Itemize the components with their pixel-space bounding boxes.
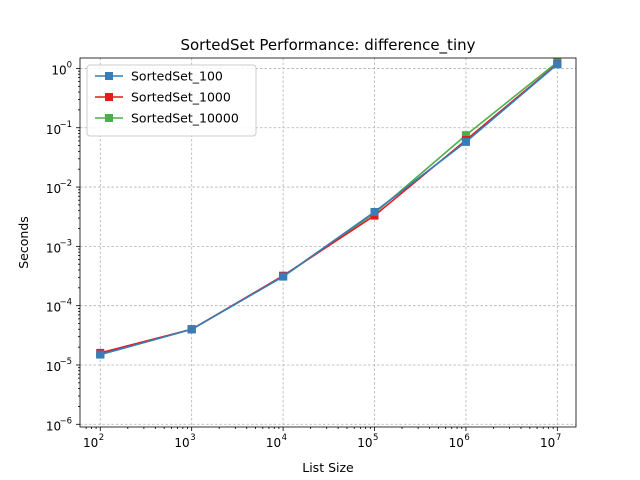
y-axis-label: Seconds <box>16 216 31 269</box>
axes-frame <box>79 57 577 428</box>
x-tick-exponent: 5 <box>373 433 378 443</box>
legend-label: SortedSet_1000 <box>131 90 231 105</box>
legend-item: SortedSet_10000 <box>95 111 239 126</box>
y-tick-base: 10 <box>51 63 66 77</box>
y-tick-base: 10 <box>46 241 61 255</box>
y-tick-exponent: 0 <box>67 60 72 70</box>
y-tick-exponent: −5 <box>59 357 72 367</box>
x-tick-exponent: 7 <box>556 433 561 443</box>
x-tick-base: 10 <box>449 436 464 450</box>
x-tick-base: 10 <box>357 436 372 450</box>
data-point <box>279 272 288 281</box>
x-tick-label: 10 4 <box>266 433 287 450</box>
x-tick-exponent: 2 <box>99 433 104 443</box>
y-tick-label: 10 0 <box>51 60 72 77</box>
y-tick-label: 10−4 <box>46 298 72 315</box>
plot-area <box>96 58 562 359</box>
y-tick-base: 10 <box>46 419 61 433</box>
y-tick-exponent: −4 <box>59 298 72 308</box>
x-tick-label: 10 6 <box>449 433 470 450</box>
legend-marker <box>105 72 113 80</box>
y-tick-exponent: −1 <box>59 120 72 130</box>
y-tick-base: 10 <box>46 360 61 374</box>
y-tick-base: 10 <box>46 301 61 315</box>
data-point <box>461 137 470 146</box>
legend-item: SortedSet_100 <box>95 69 223 84</box>
y-tick-label: 10−3 <box>46 238 72 255</box>
legend-label: SortedSet_10000 <box>131 111 239 126</box>
y-tick-label: 10−5 <box>46 357 72 374</box>
x-tick-label: 10 3 <box>174 433 195 450</box>
data-point <box>370 207 379 216</box>
data-point <box>187 325 196 334</box>
x-tick-label: 10 5 <box>357 433 378 450</box>
y-tick-base: 10 <box>46 123 61 137</box>
x-tick-base: 10 <box>174 436 189 450</box>
y-tick-label: 10−1 <box>46 120 72 137</box>
y-tick-label: 10−6 <box>46 416 72 433</box>
data-point <box>461 131 470 140</box>
axis-ticks: 10 2 10 3 10 4 10 5 10 6 10 710−610−510−410−310−210… <box>46 60 561 450</box>
series-SortedSet_100 <box>96 60 562 359</box>
y-tick-exponent: −3 <box>59 238 72 248</box>
x-tick-label: 10 7 <box>540 433 561 450</box>
y-tick-label: 10−2 <box>46 179 72 196</box>
x-tick-exponent: 4 <box>282 433 287 443</box>
x-tick-label: 10 2 <box>83 433 104 450</box>
y-tick-base: 10 <box>46 182 61 196</box>
y-tick-exponent: −2 <box>59 179 72 189</box>
series-line <box>100 63 558 356</box>
legend-label: SortedSet_100 <box>131 69 223 84</box>
x-tick-base: 10 <box>266 436 281 450</box>
y-tick-exponent: −6 <box>59 416 72 426</box>
data-point <box>96 350 105 359</box>
legend-marker <box>105 114 113 122</box>
legend: SortedSet_100 SortedSet_1000 SortedSet_100… <box>86 64 257 137</box>
chart-title: SortedSet Performance: difference_tiny <box>180 36 475 55</box>
data-point <box>553 60 562 69</box>
legend-marker <box>105 93 113 101</box>
legend-item: SortedSet_1000 <box>95 90 231 105</box>
x-tick-base: 10 <box>83 436 98 450</box>
legend-box <box>86 64 257 137</box>
x-axis-label: List Size <box>302 460 354 475</box>
x-tick-exponent: 3 <box>190 433 195 443</box>
x-tick-base: 10 <box>540 436 555 450</box>
x-tick-exponent: 6 <box>464 433 469 443</box>
